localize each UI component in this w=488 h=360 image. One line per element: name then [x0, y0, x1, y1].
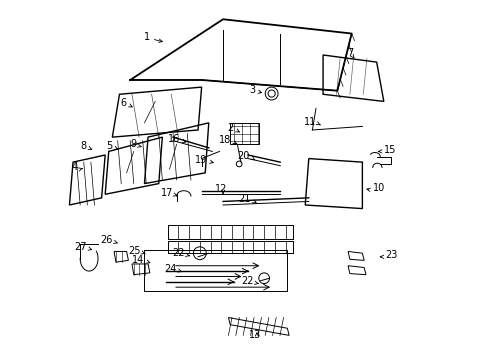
Text: 9: 9 — [130, 139, 136, 149]
Text: 19: 19 — [194, 155, 206, 165]
Text: 2: 2 — [227, 123, 233, 133]
Text: 18: 18 — [219, 135, 231, 145]
Text: 21: 21 — [238, 194, 250, 204]
Text: 3: 3 — [248, 85, 255, 95]
Text: 12: 12 — [215, 184, 227, 194]
Text: 25: 25 — [128, 246, 141, 256]
Text: 14: 14 — [132, 255, 144, 265]
Text: 8: 8 — [80, 141, 86, 151]
Text: 1: 1 — [143, 32, 149, 42]
Text: 16: 16 — [167, 134, 180, 144]
Text: 20: 20 — [237, 151, 249, 161]
Text: 24: 24 — [164, 264, 177, 274]
Text: 4: 4 — [71, 162, 78, 172]
Text: 15: 15 — [383, 145, 395, 155]
Text: 23: 23 — [385, 250, 397, 260]
Text: 13: 13 — [248, 330, 261, 340]
Text: 7: 7 — [346, 48, 352, 58]
Text: 27: 27 — [74, 242, 86, 252]
Text: 26: 26 — [100, 235, 112, 245]
Text: 6: 6 — [120, 98, 126, 108]
Circle shape — [236, 161, 242, 167]
Text: 11: 11 — [303, 117, 315, 127]
Text: 10: 10 — [372, 183, 385, 193]
Text: 22: 22 — [172, 248, 184, 258]
Text: 17: 17 — [161, 188, 173, 198]
Text: 5: 5 — [106, 141, 112, 151]
Text: 22: 22 — [241, 276, 253, 286]
